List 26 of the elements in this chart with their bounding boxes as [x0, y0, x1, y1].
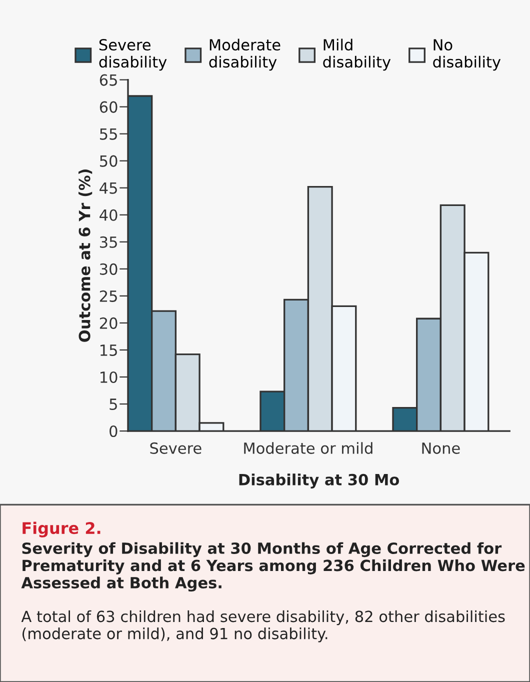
x-tick-label: Severe — [150, 442, 202, 454]
y-tick-label: 65 — [100, 74, 117, 86]
text: A total of 63 children had severe disability, 82 other disabilities (moderate or mild), and 91 no disability. — [21, 610, 505, 642]
y-tick-label: 10 — [100, 371, 118, 384]
x-tick-label: None — [422, 442, 460, 454]
text: Figure 2. — [22, 522, 100, 538]
y-tick-label: 20 — [100, 317, 118, 329]
y-tick-label: 55 — [100, 128, 117, 140]
y-tick-label: 0 — [110, 425, 118, 438]
y-tick-label: 60 — [100, 101, 118, 113]
y-tick-label: 35 — [100, 236, 117, 248]
legend-label: No disability — [433, 39, 501, 71]
legend-label: Severe disability — [99, 39, 167, 71]
y-tick-label: 40 — [100, 209, 118, 221]
y-axis-title: Outcome at 6 Yr (%) — [78, 170, 92, 342]
y-tick-label: 30 — [100, 263, 118, 275]
text: Severity of Disability at 30 Months of Age Corrected for Prematurity and at 6 Years among 236 Children Who Were Assessed at Both Ages. — [21, 542, 525, 592]
x-axis-title: Disability at 30 Mo — [239, 474, 400, 488]
y-tick-label: 50 — [100, 155, 118, 167]
y-tick-label: 45 — [100, 182, 117, 194]
legend-label: Moderate disability — [209, 38, 280, 71]
x-tick-label: Moderate or mild — [244, 442, 372, 454]
y-tick-label: 15 — [100, 344, 117, 356]
legend-label: Mild disability — [323, 38, 391, 71]
y-tick-label: 25 — [100, 290, 117, 302]
y-tick-label: 5 — [110, 398, 117, 410]
